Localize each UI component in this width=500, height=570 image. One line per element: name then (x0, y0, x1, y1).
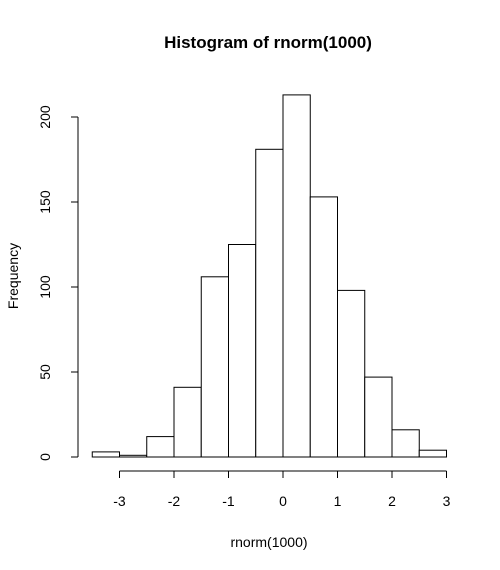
x-axis: -3 -2 -1 0 1 2 3 (113, 470, 451, 509)
histogram-bar (200, 276, 229, 458)
x-tick-label: -2 (168, 493, 181, 509)
x-tick-label: 1 (334, 493, 342, 509)
histogram-bar (146, 436, 175, 458)
histogram-bar (255, 148, 284, 458)
histogram-bar (418, 449, 447, 458)
y-axis-label: Frequency (5, 243, 21, 309)
histogram-bar (309, 196, 338, 458)
histogram-bar (364, 376, 393, 458)
chart-title: Histogram of rnorm(1000) (164, 33, 372, 52)
y-tick-label: 200 (37, 105, 53, 129)
x-tick-label: -3 (113, 493, 126, 509)
y-tick-label: 150 (37, 190, 53, 214)
y-tick-label: 0 (37, 453, 53, 461)
x-tick-label: 3 (443, 493, 451, 509)
histogram-bar (282, 94, 311, 458)
histogram-bar (337, 289, 366, 458)
x-tick-label: 2 (388, 493, 396, 509)
y-tick-label: 100 (37, 275, 53, 299)
x-axis-label: rnorm(1000) (230, 534, 307, 550)
histogram-bar (391, 429, 420, 458)
y-tick-label: 50 (37, 364, 53, 380)
x-tick-label: 0 (279, 493, 287, 509)
y-axis: 0 50 100 150 200 (37, 105, 79, 461)
histogram-bar (91, 451, 120, 458)
histogram-bar (228, 244, 257, 458)
histogram-bar (119, 454, 148, 458)
histogram-bar (173, 386, 202, 458)
x-tick-label: -1 (222, 493, 235, 509)
bars-group (91, 94, 447, 458)
